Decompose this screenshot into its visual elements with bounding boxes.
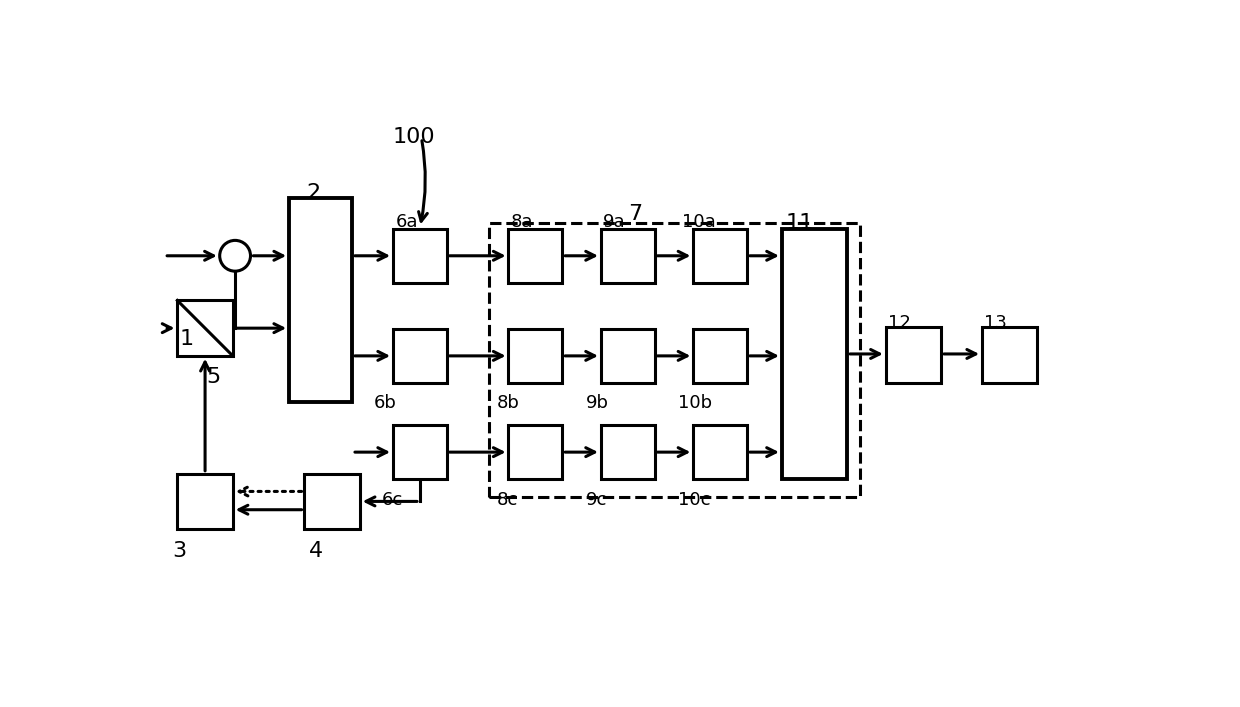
Bar bbox=[177, 300, 233, 356]
Bar bbox=[601, 425, 655, 479]
Text: 10c: 10c bbox=[678, 491, 711, 508]
Bar bbox=[601, 229, 655, 283]
Bar bbox=[693, 425, 748, 479]
Bar bbox=[885, 327, 941, 382]
Text: 13: 13 bbox=[985, 313, 1007, 332]
Bar bbox=[781, 229, 847, 479]
Text: 9c: 9c bbox=[585, 491, 606, 508]
Text: 5: 5 bbox=[206, 368, 219, 387]
Bar bbox=[693, 329, 748, 382]
Text: 6c: 6c bbox=[382, 491, 403, 508]
Bar bbox=[177, 474, 233, 529]
Text: 9b: 9b bbox=[585, 394, 609, 411]
Bar bbox=[508, 229, 563, 283]
Bar bbox=[393, 329, 446, 382]
Text: 10b: 10b bbox=[678, 394, 712, 411]
Bar bbox=[490, 223, 861, 497]
Text: 3: 3 bbox=[172, 542, 186, 561]
Bar bbox=[289, 198, 352, 402]
Bar bbox=[508, 425, 563, 479]
Text: 4: 4 bbox=[309, 542, 324, 561]
Text: 6b: 6b bbox=[373, 394, 397, 411]
Text: 8c: 8c bbox=[497, 491, 518, 508]
Text: 12: 12 bbox=[888, 313, 911, 332]
Bar bbox=[982, 327, 1038, 382]
Text: 11: 11 bbox=[786, 214, 813, 233]
Text: 100: 100 bbox=[393, 127, 435, 147]
Bar bbox=[693, 229, 748, 283]
Bar bbox=[393, 425, 446, 479]
Text: 9a: 9a bbox=[603, 214, 626, 231]
Text: 8a: 8a bbox=[511, 214, 533, 231]
Bar bbox=[601, 329, 655, 382]
Bar bbox=[304, 474, 360, 529]
Text: 7: 7 bbox=[627, 204, 642, 224]
Text: 1: 1 bbox=[180, 329, 193, 349]
Text: 6a: 6a bbox=[396, 214, 418, 231]
Text: 8b: 8b bbox=[497, 394, 520, 411]
Text: 2: 2 bbox=[306, 182, 320, 203]
Text: 10a: 10a bbox=[682, 214, 715, 231]
Bar bbox=[508, 329, 563, 382]
Bar bbox=[393, 229, 446, 283]
